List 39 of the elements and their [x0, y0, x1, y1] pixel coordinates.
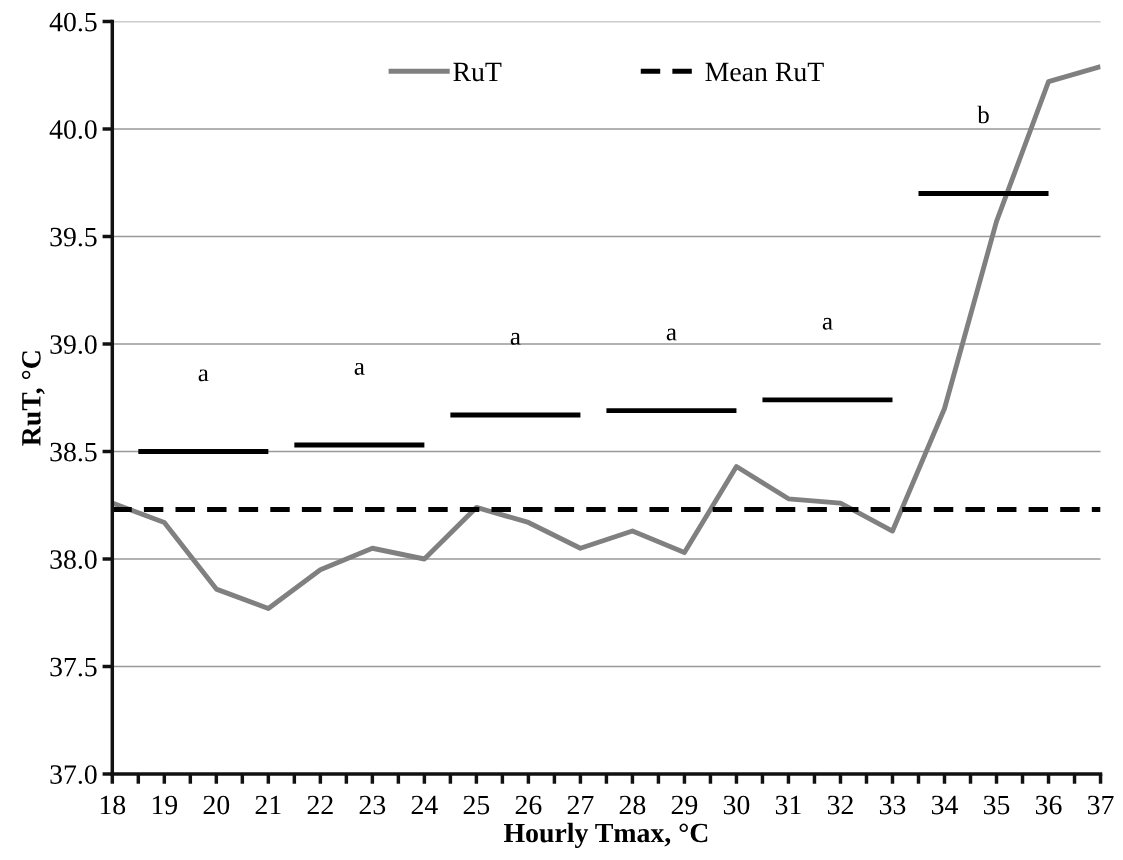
x-tick-label: 28: [619, 795, 646, 815]
legend-label: RuT: [453, 62, 502, 82]
x-tick-label: 30: [723, 795, 750, 815]
annotation: b: [977, 105, 989, 124]
y-tick-label: 38.5: [50, 442, 97, 462]
x-tick-label: 34: [931, 795, 958, 815]
y-tick-label: 39.0: [50, 335, 97, 355]
y-tick-label: 39.5: [50, 227, 97, 247]
legend-label: Mean RuT: [705, 62, 824, 82]
annotation: a: [666, 328, 677, 341]
annotation: a: [354, 362, 365, 375]
x-tick-label: 31: [775, 795, 801, 815]
x-tick-label: 18: [100, 795, 126, 815]
x-tick-label: 20: [203, 795, 230, 815]
x-tick-label: 35: [983, 795, 1010, 815]
x-tick-label: 37: [1087, 795, 1114, 815]
x-tick-label: 33: [879, 795, 906, 815]
annotation: a: [198, 369, 209, 382]
x-tick-label: 22: [307, 795, 333, 815]
x-tick-label: 19: [152, 795, 178, 815]
annotation: a: [510, 332, 521, 345]
x-tick-label: 25: [463, 795, 490, 815]
line-series: [112, 64, 1101, 611]
y-tick-label: 37.0: [50, 765, 97, 785]
y-tick-label: 37.5: [50, 657, 97, 677]
y-tick-label: 40.0: [49, 120, 97, 140]
x-tick-label: 29: [671, 795, 698, 815]
y-axis-title: RuT, °C: [21, 351, 45, 446]
y-tick-label: 38.0: [50, 550, 97, 570]
x-tick-label: 32: [827, 795, 853, 815]
x-tick-label: 23: [359, 795, 386, 815]
x-tick-label: 27: [567, 795, 594, 815]
annotation: a: [822, 317, 833, 330]
x-tick-label: 24: [411, 795, 438, 815]
x-axis-title: Hourly Tmax, °C: [503, 822, 708, 849]
x-tick-label: 26: [515, 795, 542, 815]
y-tick-label: 40.5: [49, 12, 97, 32]
x-tick-label: 36: [1035, 795, 1062, 815]
x-tick-label: 21: [255, 795, 281, 815]
